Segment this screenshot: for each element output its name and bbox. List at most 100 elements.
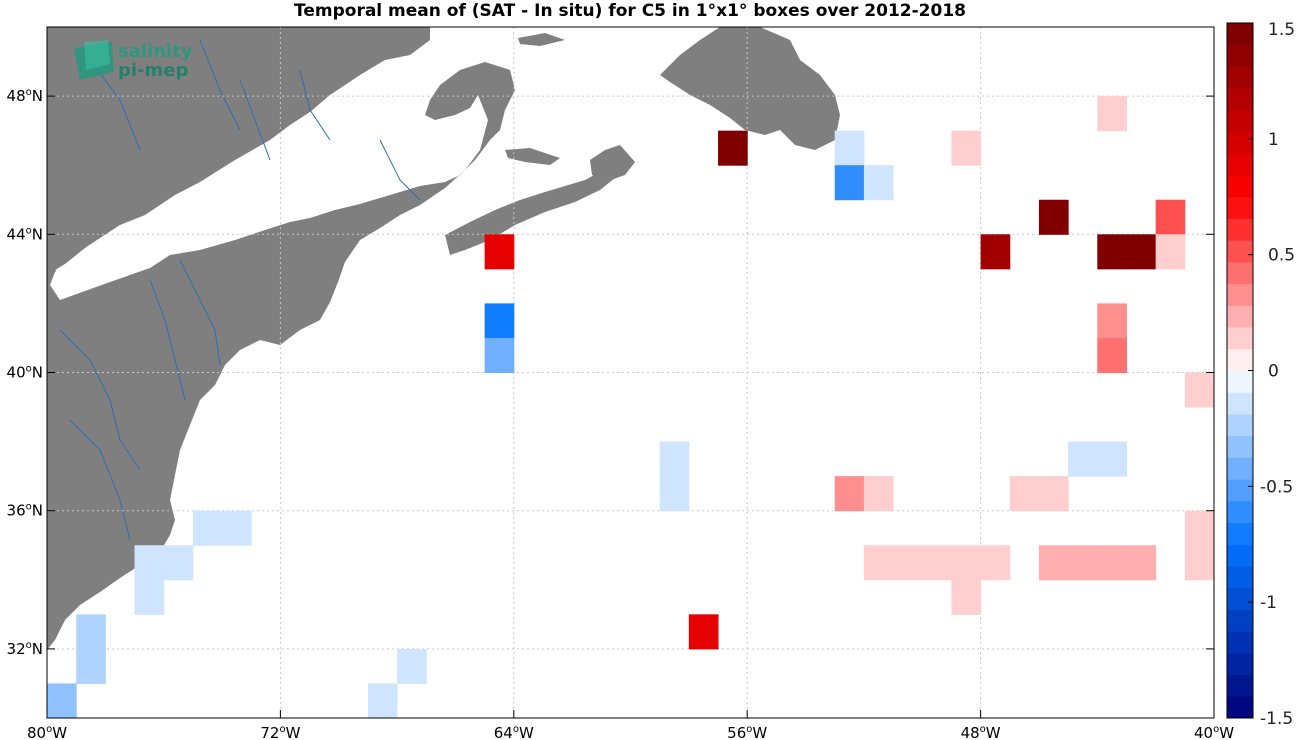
colorbar-swatch [1227, 674, 1253, 697]
data-cell [834, 165, 865, 201]
data-cell [951, 130, 982, 166]
anticosti-land [518, 33, 565, 46]
data-cell [163, 545, 194, 581]
data-cell [1155, 234, 1186, 270]
data-cell [863, 165, 894, 201]
colorbar-swatch [1227, 413, 1253, 437]
data-cell [1097, 441, 1127, 477]
colorbar-swatch [1227, 565, 1253, 589]
data-cell [76, 614, 106, 650]
data-cell [1126, 234, 1157, 270]
colorbar-swatch [1227, 88, 1253, 111]
newfoundland-land [660, 27, 840, 150]
axis-ticks: 80oW 72oW 64oW 56oW 48oW 40oW 48oN 44oN 40oN 36oN… [7, 87, 1235, 740]
data-cell [1097, 337, 1127, 373]
data-cell [1097, 234, 1127, 270]
colorbar-swatch [1227, 479, 1253, 502]
colorbar-swatch [1227, 23, 1253, 46]
figure-title: Temporal mean of (SAT - In situ) for C5 … [294, 1, 966, 21]
data-cell [1126, 545, 1157, 581]
lat-tick-label: 48oN [7, 87, 43, 105]
logo-line2: pi-mep [118, 60, 188, 81]
logo-line1: salinity [118, 41, 193, 62]
data-cell [367, 683, 398, 718]
data-cell [1184, 372, 1214, 408]
data-cell [893, 545, 923, 581]
colorbar-swatch [1227, 66, 1253, 89]
data-cell [951, 545, 982, 581]
colorbar-swatch [1227, 587, 1253, 610]
lat-tick-label: 36oN [7, 502, 43, 520]
data-cell [1097, 96, 1127, 132]
colorbar-swatch [1227, 305, 1253, 328]
data-cell [863, 545, 894, 581]
salinity-pi-mep-logo: salinity pi-mep [74, 40, 193, 81]
lon-tick-label: 40oW [1194, 724, 1234, 740]
data-cell [980, 545, 1011, 581]
data-cell [192, 510, 223, 546]
colorbar-tick-label: -1.5 [1260, 709, 1293, 729]
colorbar-swatch [1227, 44, 1253, 67]
colorbar-swatch [1227, 131, 1253, 154]
data-cell [134, 545, 165, 581]
colorbar-swatch [1227, 392, 1253, 415]
colorbar-swatch [1227, 544, 1253, 567]
data-cell [222, 510, 252, 546]
data-cell [1097, 303, 1127, 339]
lon-tick-label: 64oW [494, 724, 534, 740]
lat-tick-label: 44oN [7, 225, 43, 243]
colorbar-swatch [1227, 631, 1253, 654]
data-cells [47, 96, 1214, 718]
colorbar-swatch [1227, 175, 1253, 198]
data-cell [47, 683, 77, 718]
colorbar-tick-label: 0 [1268, 362, 1279, 382]
data-cell [484, 303, 515, 339]
colorbar: 1.5 1 0.5 0 -0.5 -1 -1.5 [1226, 20, 1295, 729]
data-cell [718, 130, 748, 166]
data-cell [659, 476, 690, 512]
data-cell [1097, 545, 1127, 581]
colorbar-tick-label: -0.5 [1260, 477, 1293, 497]
data-cell [397, 648, 427, 684]
colorbar-tick-label: 1.5 [1268, 20, 1295, 40]
st-lawrence-river [150, 80, 405, 240]
lat-tick-label: 32oN [7, 640, 43, 658]
data-cell [1184, 510, 1214, 546]
north-america-land [47, 27, 515, 650]
colorbar-swatch [1227, 240, 1253, 263]
colorbar-swatch [1227, 435, 1253, 458]
lat-tick-label: 40oN [7, 364, 43, 382]
lake-ontario [55, 242, 155, 275]
colorbar-swatch [1227, 261, 1253, 285]
data-cell [1038, 476, 1069, 512]
colorbar-swatch [1227, 457, 1253, 480]
colorbar-swatch [1227, 153, 1253, 176]
colorbar-swatch [1227, 370, 1253, 393]
colorbar-swatch [1227, 109, 1253, 133]
data-cell [980, 234, 1011, 270]
data-cell [1038, 199, 1069, 235]
data-cell [76, 648, 106, 684]
lon-tick-label: 48oW [961, 724, 1001, 740]
colorbar-swatch [1227, 696, 1253, 719]
colorbar-swatch [1227, 652, 1253, 676]
lon-tick-label: 56oW [727, 724, 767, 740]
data-cell [834, 476, 865, 512]
data-cell [951, 579, 982, 615]
data-cell [1009, 476, 1040, 512]
colorbar-swatch [1227, 283, 1253, 306]
colorbar-tick-label: 1 [1268, 130, 1279, 150]
colorbar-swatch [1227, 522, 1253, 545]
data-cell [1068, 441, 1098, 477]
colorbar-swatch [1227, 609, 1253, 632]
data-cell [1038, 545, 1069, 581]
lon-tick-label: 80oW [27, 724, 67, 740]
colorbar-tick-label: 0.5 [1268, 246, 1295, 266]
lon-tick-label: 72oW [260, 724, 300, 740]
data-cell [1184, 545, 1214, 581]
pei-land [505, 148, 560, 165]
data-cell [922, 545, 952, 581]
colorbar-swatch [1227, 500, 1253, 524]
data-cell [659, 441, 690, 477]
